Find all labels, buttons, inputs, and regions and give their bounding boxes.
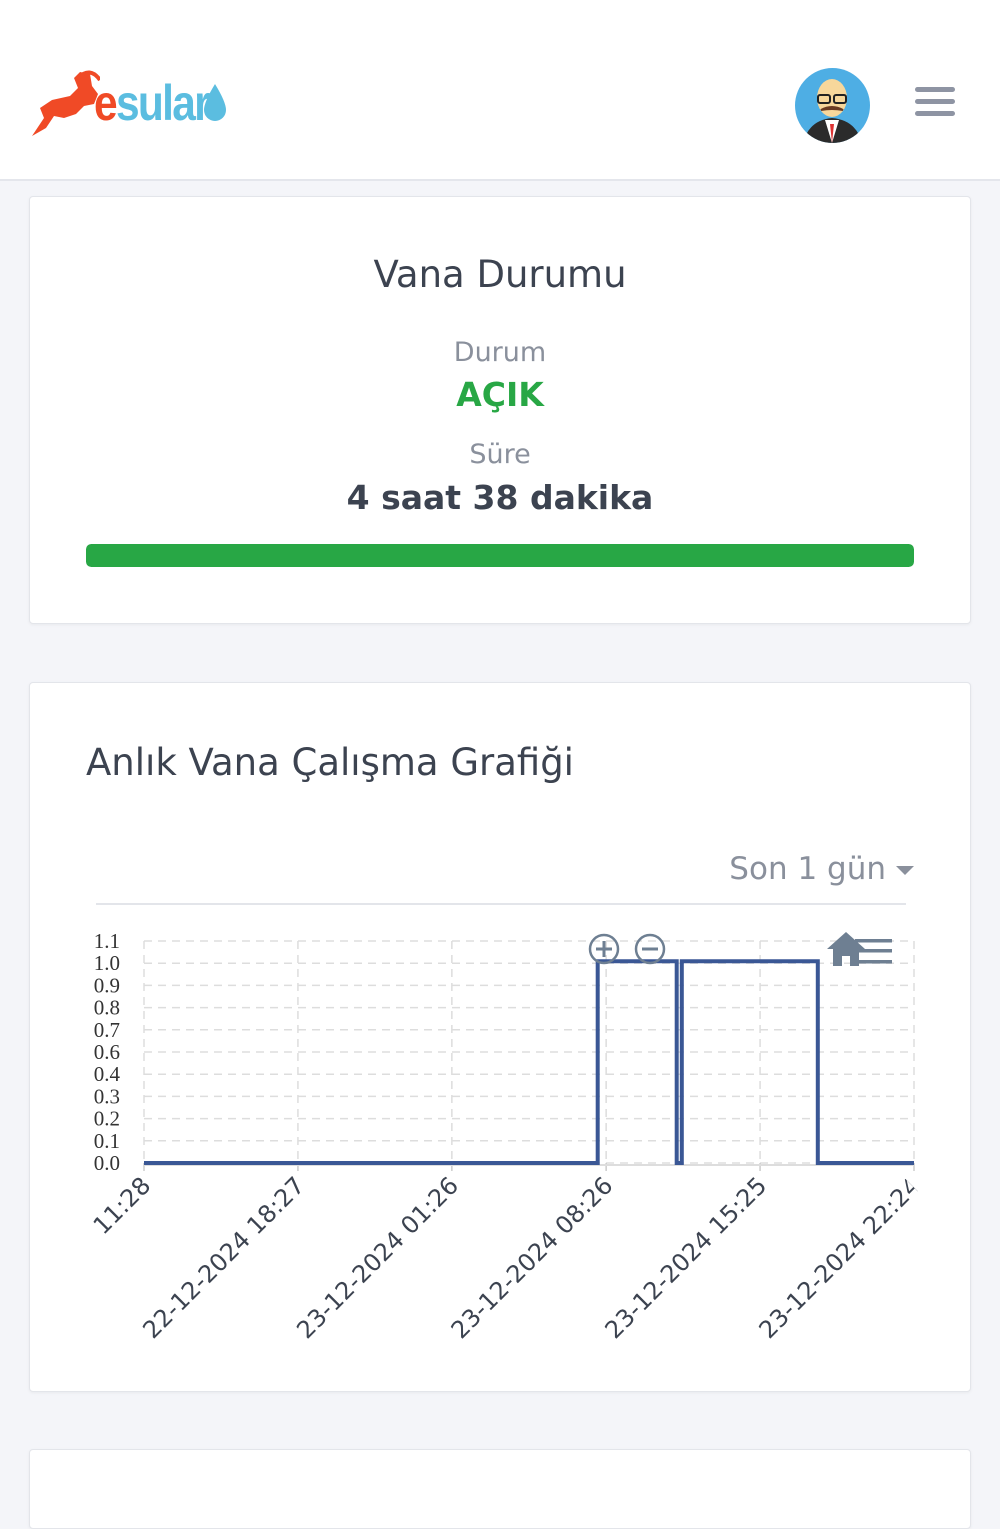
esular-logo[interactable]: esular esular <box>30 68 230 140</box>
divider <box>96 903 906 905</box>
y-tick-label: 0.3 <box>94 1084 120 1108</box>
x-tick-label: 22-12-2024 18:27 <box>137 1171 310 1344</box>
y-tick-label: 0.1 <box>94 1129 120 1153</box>
duration-value: 4 saat 38 dakika <box>346 478 654 517</box>
logo-text: esular <box>94 75 211 131</box>
top-bar: esular esular <box>0 0 1000 181</box>
valve-status-card: Vana Durumu Durum AÇIK Süre 4 saat 38 da… <box>29 196 971 624</box>
progress-fill <box>86 544 914 567</box>
caret-down-icon <box>896 866 914 875</box>
y-tick-label: 1.1 <box>94 929 120 953</box>
hamburger-menu-button[interactable] <box>915 87 955 119</box>
x-tick-label: 23-12-2024 08:26 <box>446 1171 619 1344</box>
status-label: Durum <box>453 337 547 368</box>
x-tick-label: 23-12-2024 01:26 <box>291 1171 464 1344</box>
y-tick-label: 0.0 <box>94 1151 120 1175</box>
next-card <box>29 1449 971 1529</box>
duration-progress-bar <box>86 544 914 567</box>
goat-logo-icon <box>32 70 100 136</box>
y-tick-label: 0.4 <box>94 1062 121 1086</box>
y-tick-label: 0.9 <box>94 973 120 997</box>
y-tick-label: 0.7 <box>94 1018 120 1042</box>
avatar-icon <box>803 79 862 143</box>
user-avatar[interactable] <box>795 68 870 143</box>
x-tick-label: 23-12-2024 22:24 <box>754 1171 927 1344</box>
y-tick-label: 0.2 <box>94 1107 120 1131</box>
x-tick-label: 23-12-2024 15:25 <box>600 1171 773 1344</box>
y-tick-label: 0.8 <box>94 996 120 1020</box>
water-drop-icon <box>204 84 226 121</box>
status-value: AÇIK <box>456 375 544 414</box>
series-line <box>144 959 914 1165</box>
valve-chart-card: Anlık Vana Çalışma Grafiği Son 1 gün 1.1… <box>29 682 971 1392</box>
zoom-out-icon[interactable] <box>634 933 666 965</box>
valve-step-chart: 1.11.00.90.80.70.60.40.30.20.10.022-12-2… <box>30 929 927 1344</box>
x-tick-label: 22-12-2024 11:28 <box>30 1171 156 1344</box>
card-title: Vana Durumu <box>373 253 627 296</box>
zoom-in-icon[interactable] <box>588 933 620 965</box>
chart-menu-icon[interactable] <box>855 939 892 964</box>
range-value: Son 1 gün <box>729 851 886 887</box>
time-range-dropdown[interactable]: Son 1 gün <box>729 851 914 887</box>
y-tick-label: 0.6 <box>94 1040 120 1064</box>
y-tick-label: 1.0 <box>94 951 120 975</box>
duration-label: Süre <box>469 439 531 470</box>
chart-title: Anlık Vana Çalışma Grafiği <box>86 741 574 784</box>
